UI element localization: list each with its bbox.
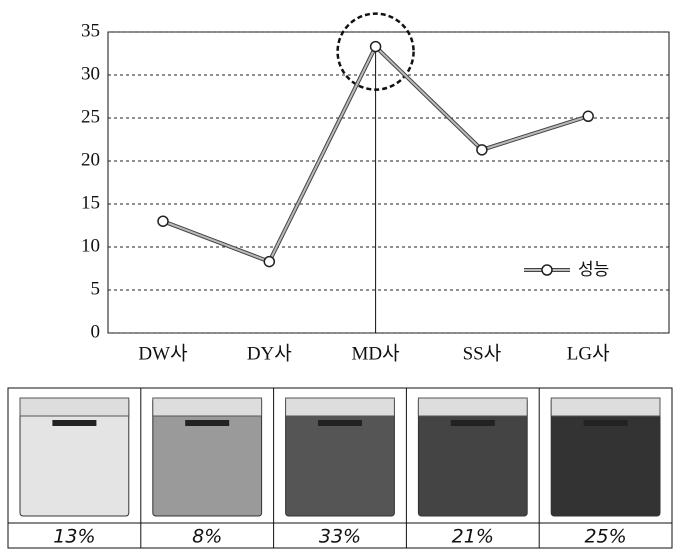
y-tick-label: 5 (91, 278, 101, 299)
y-tick-label: 0 (91, 321, 101, 342)
plot-frame (107, 31, 670, 334)
point (582, 110, 594, 123)
x-tick-label: LG사 (567, 342, 610, 364)
legend-marker (541, 264, 553, 276)
point (476, 144, 488, 156)
highlight-circle (336, 12, 415, 91)
y-tick-label: 35 (81, 20, 100, 41)
value-label: 25% (584, 526, 626, 548)
product-slot (52, 420, 97, 426)
y-tick-label: 20 (81, 149, 100, 170)
point (369, 40, 382, 53)
value-label: 21% (452, 526, 494, 548)
product-slot (450, 420, 495, 426)
point (263, 255, 276, 268)
x-tick-label: MD사 (352, 342, 400, 364)
value-label: 8% (192, 526, 222, 548)
value-label: 33% (319, 526, 361, 548)
y-tick-label: 15 (81, 192, 100, 213)
x-tick-label: DY사 (247, 342, 292, 364)
product-top (152, 397, 263, 417)
y-tick-label: 25 (81, 106, 100, 127)
y-tick-label: 30 (81, 63, 100, 84)
product-slot (583, 420, 628, 426)
point (157, 215, 169, 227)
product-top (285, 397, 395, 417)
x-tick-label: DW사 (138, 342, 187, 364)
x-tick-label: SS사 (463, 342, 502, 364)
product-top (417, 397, 528, 417)
value-label: 13% (53, 526, 95, 548)
legend-label: 성능 (578, 260, 609, 280)
product-top (550, 397, 661, 417)
y-tick-label: 10 (81, 235, 100, 256)
product-table (7, 387, 673, 549)
product-top (19, 397, 130, 417)
product-slot (185, 420, 230, 426)
product-slot (318, 420, 362, 426)
